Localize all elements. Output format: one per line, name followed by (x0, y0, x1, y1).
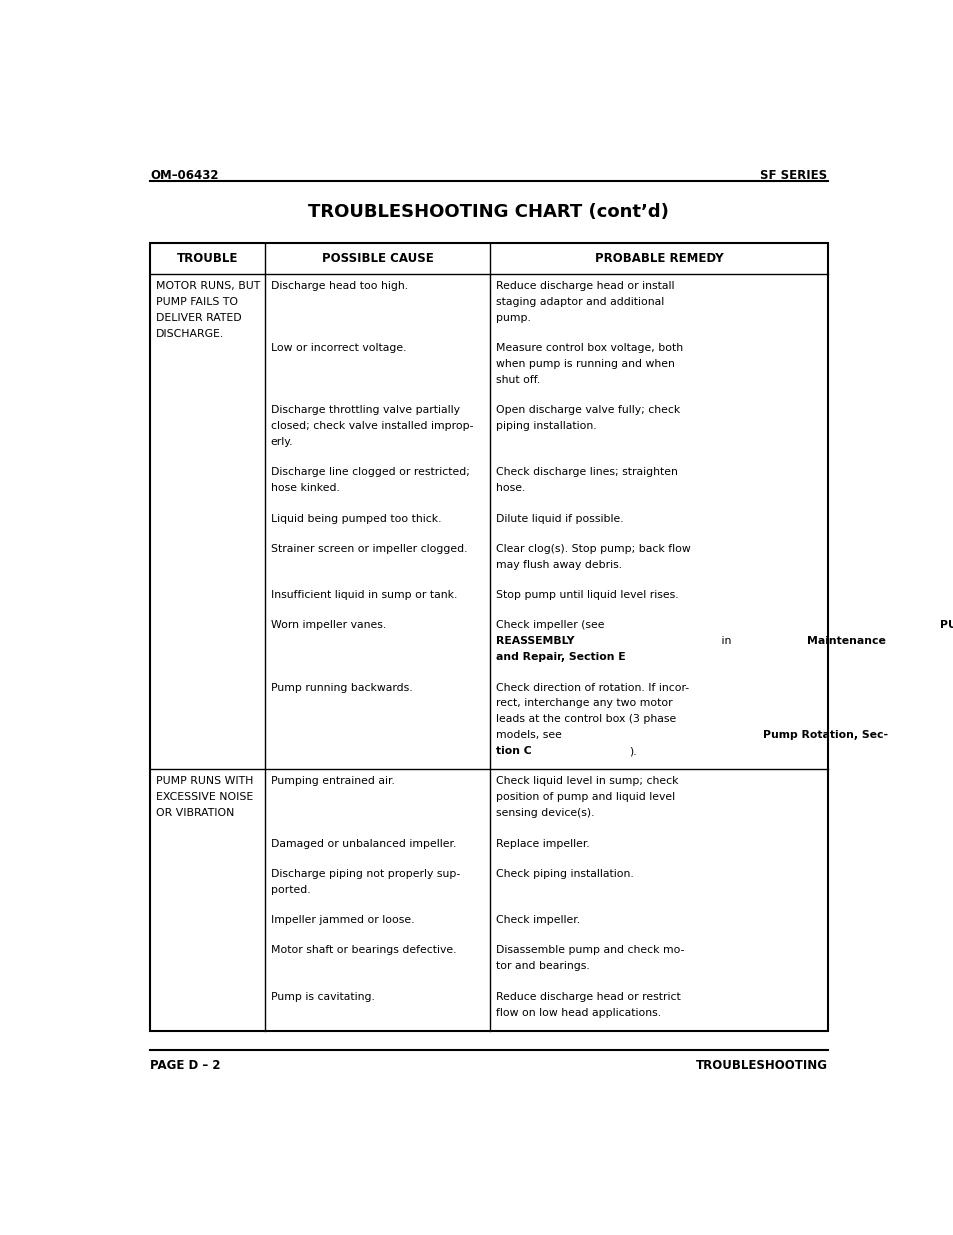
Text: OR VIBRATION: OR VIBRATION (156, 809, 234, 819)
Text: PAGE D – 2: PAGE D – 2 (151, 1060, 220, 1072)
Text: TROUBLE: TROUBLE (176, 252, 238, 266)
Text: Discharge line clogged or restricted;: Discharge line clogged or restricted; (271, 467, 469, 478)
Text: Disassemble pump and check mo-: Disassemble pump and check mo- (496, 946, 684, 956)
Text: Maintenance: Maintenance (806, 636, 885, 646)
Text: Check direction of rotation. If incor-: Check direction of rotation. If incor- (496, 683, 689, 693)
Text: Check liquid level in sump; check: Check liquid level in sump; check (496, 777, 679, 787)
Bar (151, 243, 826, 1031)
Text: Stop pump until liquid level rises.: Stop pump until liquid level rises. (496, 590, 679, 600)
Text: Insufficient liquid in sump or tank.: Insufficient liquid in sump or tank. (271, 590, 456, 600)
Text: models, see: models, see (496, 730, 565, 740)
Text: staging adaptor and additional: staging adaptor and additional (496, 296, 664, 306)
Text: rect, interchange any two motor: rect, interchange any two motor (496, 699, 672, 709)
Text: tor and bearings.: tor and bearings. (496, 961, 590, 972)
Text: OM–06432: OM–06432 (151, 169, 218, 182)
Text: Dilute liquid if possible.: Dilute liquid if possible. (496, 514, 623, 524)
Text: Reduce discharge head or install: Reduce discharge head or install (496, 280, 674, 291)
Text: leads at the control box (3 phase: leads at the control box (3 phase (496, 714, 676, 725)
Text: Liquid being pumped too thick.: Liquid being pumped too thick. (271, 514, 441, 524)
Text: Pump is cavitating.: Pump is cavitating. (271, 992, 375, 1002)
Text: SF SERIES: SF SERIES (760, 169, 826, 182)
Text: EXCESSIVE NOISE: EXCESSIVE NOISE (156, 793, 253, 803)
Text: Check discharge lines; straighten: Check discharge lines; straighten (496, 467, 678, 478)
Text: POSSIBLE CAUSE: POSSIBLE CAUSE (321, 252, 433, 266)
Text: TROUBLESHOOTING: TROUBLESHOOTING (695, 1060, 826, 1072)
Text: Strainer screen or impeller clogged.: Strainer screen or impeller clogged. (271, 543, 467, 553)
Text: piping installation.: piping installation. (496, 421, 597, 431)
Text: Pumping entrained air.: Pumping entrained air. (271, 777, 395, 787)
Text: TROUBLESHOOTING CHART (cont’d): TROUBLESHOOTING CHART (cont’d) (308, 204, 669, 221)
Text: Discharge throttling valve partially: Discharge throttling valve partially (271, 405, 459, 415)
Text: PUMP RUNS WITH: PUMP RUNS WITH (156, 777, 253, 787)
Text: Reduce discharge head or restrict: Reduce discharge head or restrict (496, 992, 680, 1002)
Text: Check piping installation.: Check piping installation. (496, 869, 634, 879)
Text: hose.: hose. (496, 483, 525, 493)
Text: sensing device(s).: sensing device(s). (496, 809, 594, 819)
Text: REASSEMBLY: REASSEMBLY (496, 636, 575, 646)
Text: Open discharge valve fully; check: Open discharge valve fully; check (496, 405, 679, 415)
Text: Pump Rotation, Sec-: Pump Rotation, Sec- (762, 730, 887, 740)
Text: Worn impeller vanes.: Worn impeller vanes. (271, 620, 386, 630)
Text: Pump running backwards.: Pump running backwards. (271, 683, 412, 693)
Text: Discharge head too high.: Discharge head too high. (271, 280, 408, 291)
Text: when pump is running and when: when pump is running and when (496, 359, 675, 369)
Text: Measure control box voltage, both: Measure control box voltage, both (496, 343, 682, 353)
Text: Motor shaft or bearings defective.: Motor shaft or bearings defective. (271, 946, 456, 956)
Text: erly.: erly. (271, 437, 293, 447)
Text: PUMP END: PUMP END (940, 620, 953, 630)
Text: tion C: tion C (496, 746, 532, 756)
Text: DISCHARGE.: DISCHARGE. (156, 329, 224, 338)
Text: Low or incorrect voltage.: Low or incorrect voltage. (271, 343, 406, 353)
Text: pump.: pump. (496, 312, 531, 322)
Text: and Repair, Section E: and Repair, Section E (496, 652, 625, 662)
Text: Damaged or unbalanced impeller.: Damaged or unbalanced impeller. (271, 839, 456, 848)
Text: Check impeller.: Check impeller. (496, 915, 579, 925)
Text: position of pump and liquid level: position of pump and liquid level (496, 793, 675, 803)
Text: Clear clog(s). Stop pump; back flow: Clear clog(s). Stop pump; back flow (496, 543, 690, 553)
Text: Impeller jammed or loose.: Impeller jammed or loose. (271, 915, 414, 925)
Text: may flush away debris.: may flush away debris. (496, 559, 621, 569)
Text: ).: ). (629, 746, 637, 756)
Text: Check impeller (see: Check impeller (see (496, 620, 608, 630)
Text: Replace impeller.: Replace impeller. (496, 839, 590, 848)
Text: Discharge piping not properly sup-: Discharge piping not properly sup- (271, 869, 459, 879)
Text: hose kinked.: hose kinked. (271, 483, 339, 493)
Text: shut off.: shut off. (496, 375, 540, 385)
Text: PUMP FAILS TO: PUMP FAILS TO (156, 296, 238, 306)
Text: flow on low head applications.: flow on low head applications. (496, 1008, 660, 1018)
Text: closed; check valve installed improp-: closed; check valve installed improp- (271, 421, 473, 431)
Text: PROBABLE REMEDY: PROBABLE REMEDY (594, 252, 722, 266)
Text: MOTOR RUNS, BUT: MOTOR RUNS, BUT (156, 280, 260, 291)
Text: ported.: ported. (271, 884, 310, 895)
Text: in: in (718, 636, 735, 646)
Text: DELIVER RATED: DELIVER RATED (156, 312, 242, 322)
